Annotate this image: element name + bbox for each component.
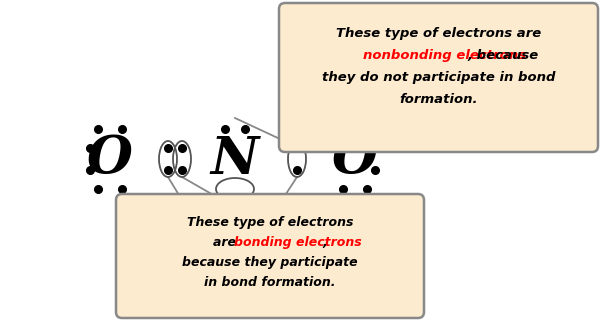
Text: bonding electrons: bonding electrons — [233, 236, 361, 249]
Text: nonbonding electrons: nonbonding electrons — [363, 49, 526, 62]
Text: , because: , because — [467, 49, 538, 62]
Text: ,: , — [322, 236, 327, 249]
Text: O: O — [332, 133, 378, 184]
FancyBboxPatch shape — [279, 3, 598, 152]
Text: These type of electrons: These type of electrons — [187, 216, 353, 229]
Text: formation.: formation. — [399, 93, 478, 106]
Text: These type of electrons are: These type of electrons are — [336, 27, 541, 40]
Text: because they participate: because they participate — [182, 256, 358, 269]
Text: they do not participate in bond: they do not participate in bond — [322, 71, 555, 84]
Text: O: O — [87, 133, 133, 184]
Text: are: are — [213, 236, 240, 249]
Text: N: N — [211, 133, 259, 184]
Text: in bond formation.: in bond formation. — [204, 276, 336, 289]
FancyBboxPatch shape — [116, 194, 424, 318]
